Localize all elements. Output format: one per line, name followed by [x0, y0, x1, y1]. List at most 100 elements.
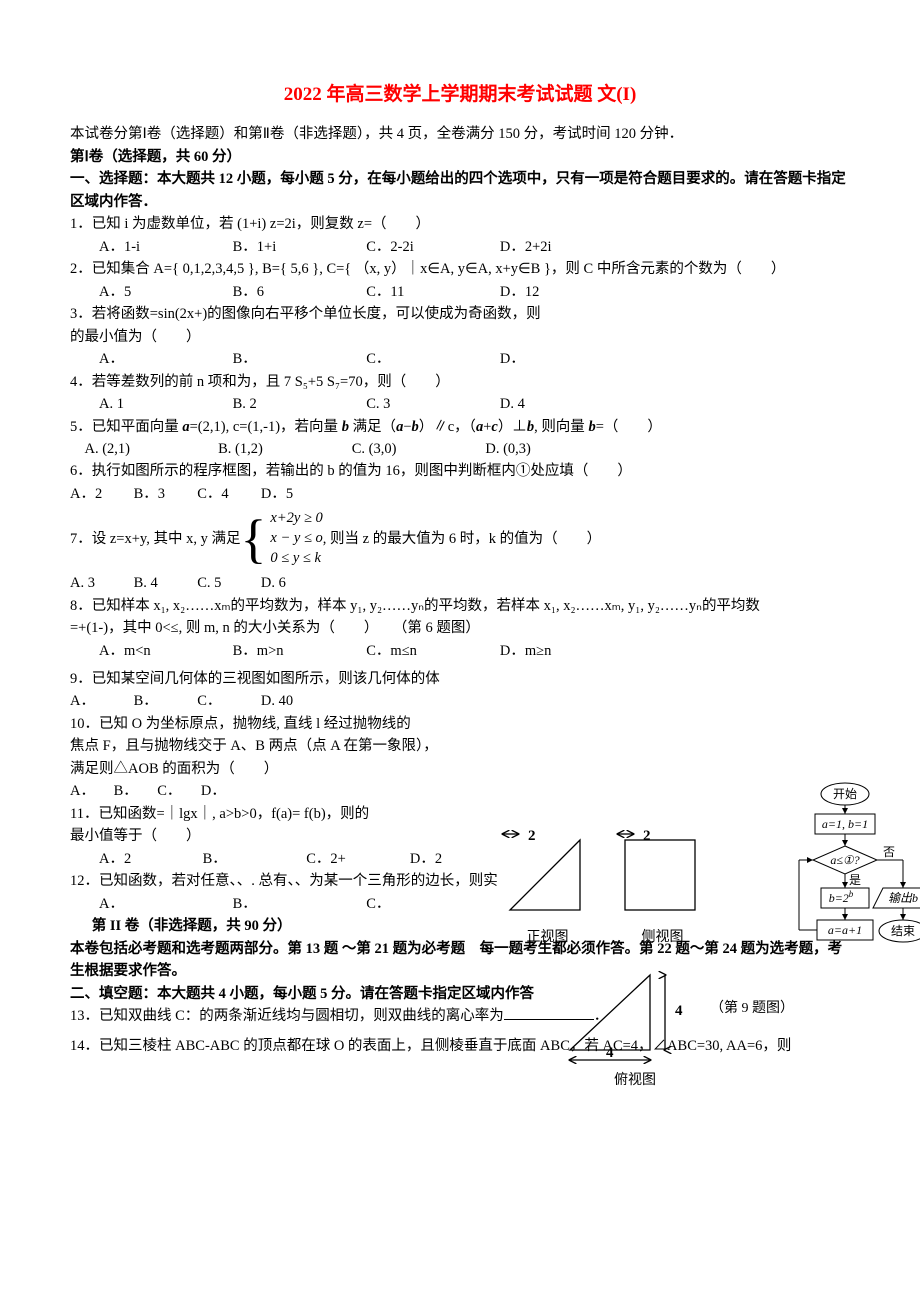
side-view-label: 侧视图: [615, 927, 710, 949]
part2-heading: 第 II 卷（非选择题，共 90 分）: [70, 915, 850, 937]
q1-choice-a: A．1-i: [99, 236, 229, 258]
fig9-label: （第 9 题图）: [710, 998, 794, 1020]
q11-choice-a: A．2: [99, 848, 199, 870]
q10-choice-a: A．: [70, 780, 110, 802]
top-view-block: 4 4 俯视图: [550, 965, 720, 1092]
q7-choice-c: C. 5: [197, 572, 257, 594]
q14-stem: 14．已知三棱柱 ABC-ABC 的顶点都在球 O 的表面上，且侧棱垂直于底面 …: [70, 1035, 850, 1057]
q7-cond-3: 0 ≤ y ≤ k: [270, 549, 322, 569]
q5-choice-d: D. (0,3): [485, 438, 615, 460]
q7-post: , 则当 z 的最大值为 6 时，k 的值为（ ）: [323, 528, 601, 550]
q5-td: −: [403, 419, 411, 435]
side-dim-2: 2: [643, 830, 651, 844]
q10-choice-c: C．: [157, 780, 197, 802]
q4-stem: 4．若等差数列的前 n 项和为，且 7 S₅+5 S₇=70，则（ ）: [70, 371, 850, 393]
flow-end: 结束: [891, 924, 915, 938]
three-views-top-row: 2 正视图 2 侧视图: [500, 830, 710, 949]
q13-stem: 13．已知双曲线 C：的两条渐近线均与圆相切，则双曲线的离心率为: [70, 1008, 504, 1024]
q7-pre: 7．设 z=x+y, 其中 x, y 满足: [70, 528, 240, 550]
q4-choice-b: B. 2: [233, 393, 363, 415]
q1-choice-b: B．1+i: [233, 236, 363, 258]
top-dim-4a: 4: [606, 1045, 614, 1061]
flow-no: 否: [883, 845, 895, 859]
q2-choice-a: A．5: [99, 281, 229, 303]
q1-stem: 1．已知 i 为虚数单位，若 (1+i) z=2i，则复数 z=（ ）: [70, 213, 850, 235]
svg-text:b=2b: b=2b: [829, 889, 854, 905]
part2-instructions: 本卷包括必考题和选考题两部分。第 13 题 ～第 21 题为必考题 每一题考生都…: [70, 938, 850, 983]
q7-cond-2: x − y ≤ o: [270, 529, 322, 549]
q10-choice-d: D．: [201, 780, 241, 802]
q5-t1: 5．已知平面向量: [70, 419, 182, 435]
part1-heading: 第Ⅰ卷（选择题，共 60 分）: [70, 146, 850, 168]
q10-choice-b: B．: [114, 780, 154, 802]
q5-th: , 则向量: [534, 419, 588, 435]
q8-stem-a: 8．已知样本 x₁, x₂……xₘ的平均数为，样本 y₁, y₂……yₙ的平均数…: [70, 595, 850, 617]
q6-choice-d: D．5: [261, 483, 321, 505]
exam-intro: 本试卷分第Ⅰ卷（选择题）和第Ⅱ卷（非选择题），共 4 页，全卷满分 150 分，…: [70, 123, 850, 145]
top-dim-4b: 4: [675, 1003, 683, 1019]
q10-stem-a: 10．已知 O 为坐标原点，抛物线, 直线 l 经过抛物线的: [70, 713, 850, 735]
top-view-label: 俯视图: [550, 1070, 720, 1092]
q1-choice-d: D．2+2i: [500, 236, 630, 258]
q10-stem-c: 满足则△AOB 的面积为（ ）: [70, 758, 850, 780]
flow-body-sup: b: [849, 889, 854, 899]
q8-stem-b: =+(1-)，其中 0<≤, 则 m, n 的大小关系为（ ） （第 6 题图）: [70, 617, 850, 639]
q9-choice-c: C．: [197, 690, 257, 712]
q1-choice-c: C．2-2i: [366, 236, 496, 258]
q2-stem: 2．已知集合 A={ 0,1,2,3,4,5 }, B={ 5,6 }, C={…: [70, 258, 850, 280]
q2-choice-b: B．6: [233, 281, 363, 303]
q5-tg: ）⊥: [498, 419, 527, 435]
q4-choice-c: C. 3: [366, 393, 496, 415]
q2-choice-c: C．11: [366, 281, 496, 303]
front-view-figure: 2: [500, 830, 595, 920]
q12-stem: 12．已知函数，若对任意、、. 总有、、为某一个三角形的边长，则实: [70, 870, 850, 892]
mc-instructions: 一、选择题：本大题共 12 小题，每小题 5 分，在每小题给出的四个选项中，只有…: [70, 168, 850, 213]
q5-vb3: b: [527, 419, 534, 435]
q12-choice-c: C．: [366, 893, 496, 915]
q8-choice-a: A．m<n: [99, 640, 229, 662]
q5-t3: 满足（: [349, 419, 396, 435]
q7-choice-b: B. 4: [134, 572, 194, 594]
q5-choice-c: C. (3,0): [352, 438, 482, 460]
top-view-figure: 4 4: [550, 965, 720, 1065]
q5-va: a: [182, 419, 189, 435]
flow-cond: a≤①?: [830, 853, 859, 867]
q9-choice-a: A．: [70, 690, 130, 712]
q8-choice-b: B．m>n: [233, 640, 363, 662]
exam-title: 2022 年高三数学上学期期末考试试题 文(I): [70, 80, 850, 109]
q3-choice-d: D．: [500, 348, 630, 370]
q3-choice-a: A．: [99, 348, 229, 370]
flow-yes: 是: [849, 873, 861, 887]
q3-choice-b: B．: [233, 348, 363, 370]
q8-choice-c: C．m≤n: [366, 640, 496, 662]
flow-inc: a=a+1: [828, 923, 862, 937]
q11-choice-b: B．: [203, 848, 303, 870]
q5-vb4: b: [588, 419, 595, 435]
q12-choice-b: B．: [233, 893, 363, 915]
q11-stem-a: 11．已知函数=｜lgx｜, a>b>0，f(a)= f(b)，则的: [70, 803, 850, 825]
q6-stem: 6．执行如图所示的程序框图，若输出的 b 的值为 16，则图中判断框内①处应填（…: [70, 460, 850, 482]
front-view-label: 正视图: [500, 927, 595, 949]
q9-choice-d: D. 40: [261, 690, 321, 712]
q7-choice-d: D. 6: [261, 572, 321, 594]
brace-icon: {: [240, 512, 266, 566]
q3-stem-2: 的最小值为（ ）: [70, 326, 850, 348]
q4-choice-d: D. 4: [500, 393, 630, 415]
flow-body: b=2: [829, 891, 849, 905]
flowchart-figure: 开始 a=1, b=1 a≤①? 否 是 b=2b 输出b a=a+1: [785, 780, 920, 1005]
q2-choice-d: D．12: [500, 281, 630, 303]
flow-out: 输出b: [888, 891, 918, 905]
q3-stem: 3．若将函数=sin(2x+)的图像向右平移个单位长度，可以使成为奇函数，则: [70, 303, 850, 325]
q6-choice-a: A．2: [70, 483, 130, 505]
q5-vb: b: [342, 419, 349, 435]
front-dim-2: 2: [528, 830, 536, 844]
q7-choice-a: A. 3: [70, 572, 130, 594]
flow-start: 开始: [833, 787, 857, 801]
q3-choice-c: C．: [366, 348, 496, 370]
q6-choice-b: B．3: [134, 483, 194, 505]
q5-ti: =（ ）: [596, 419, 662, 435]
q11-choice-c: C．2+: [306, 848, 406, 870]
q5-stem: 5．已知平面向量 a=(2,1), c=(1,-1)，若向量 b 满足（a−b）…: [70, 416, 850, 438]
q11-choice-d: D．2: [410, 848, 510, 870]
flow-init: a=1, b=1: [822, 817, 868, 831]
